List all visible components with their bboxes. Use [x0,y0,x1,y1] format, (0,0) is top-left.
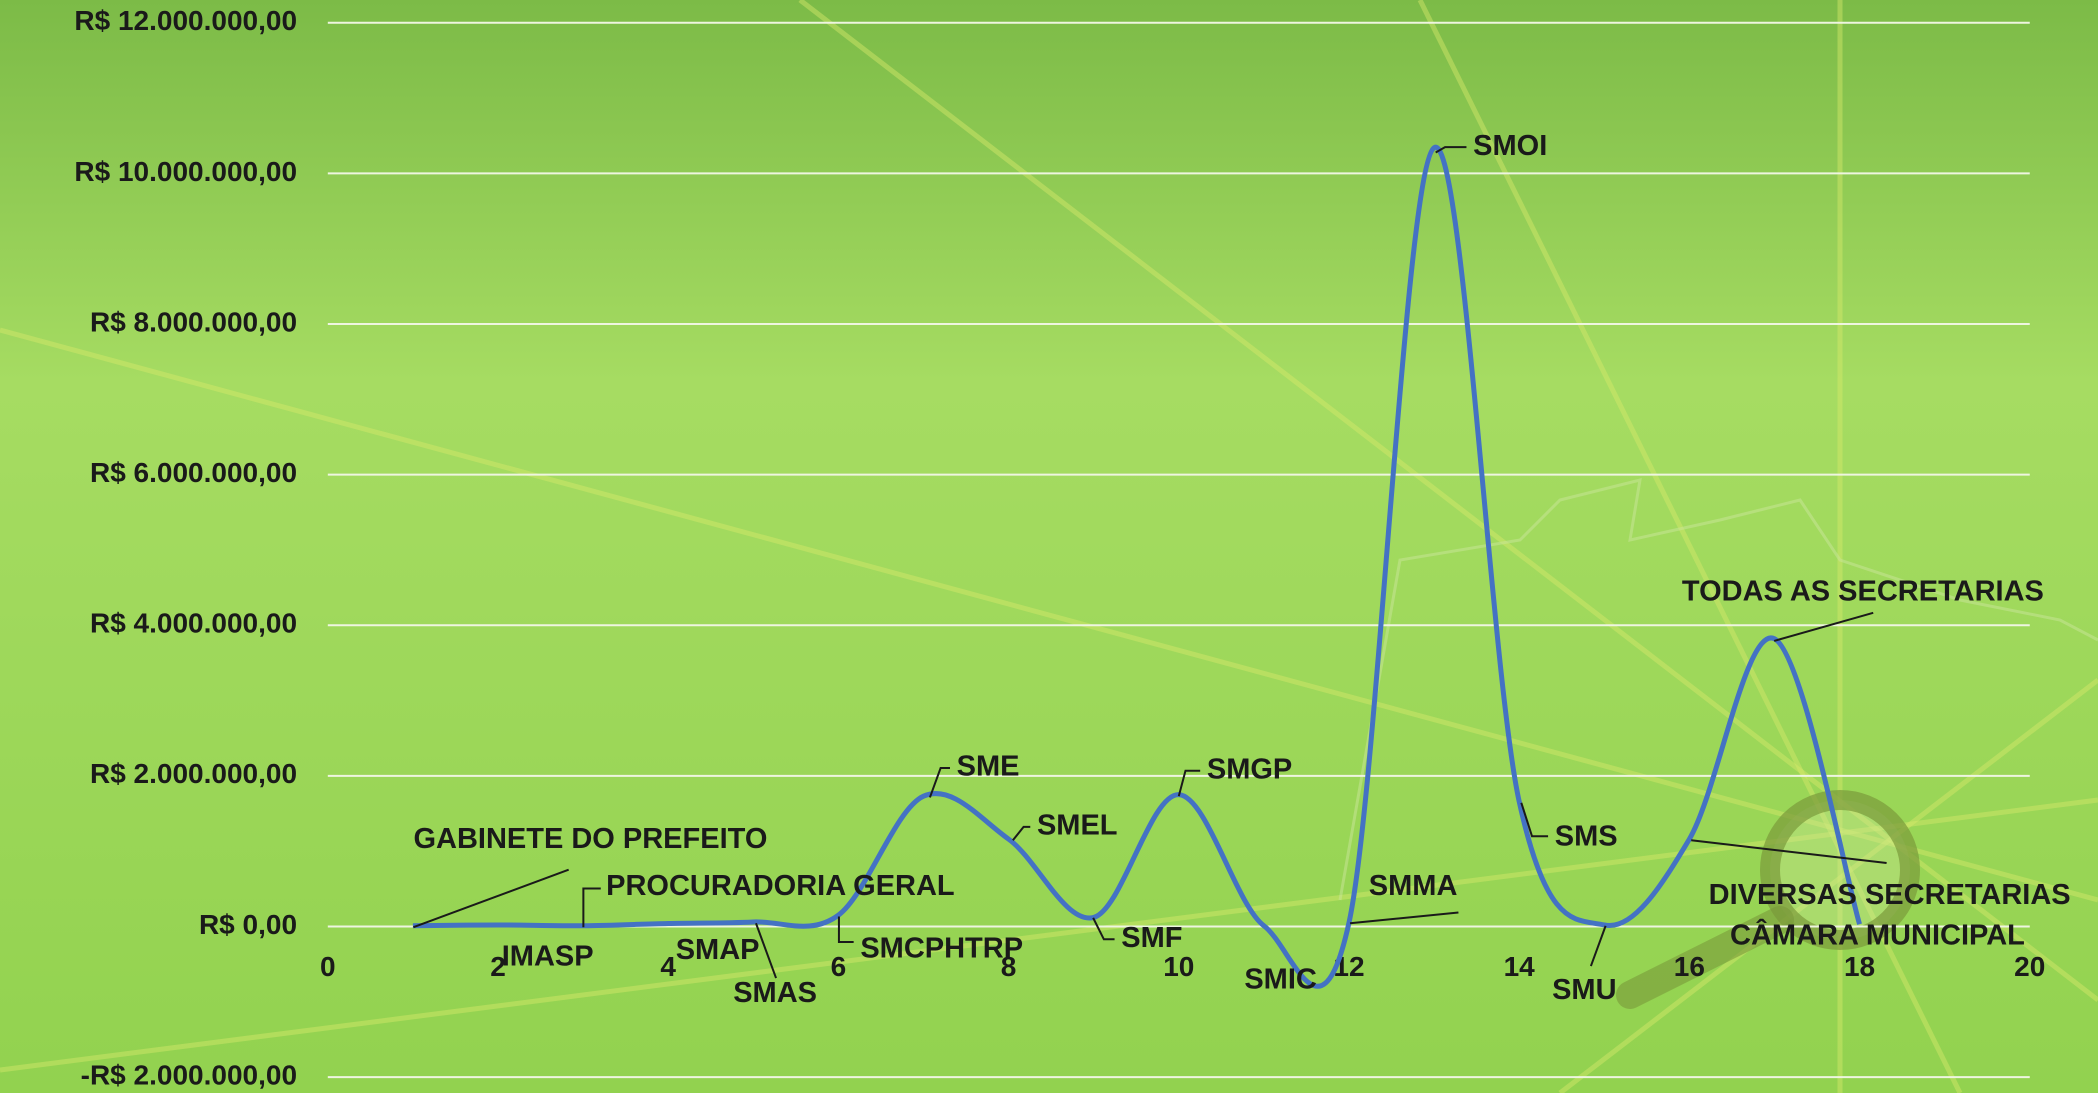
point-label: SMOI [1473,130,1547,162]
point-label: PROCURADORIA GERAL [606,870,955,902]
point-label: SMCPHTRP [860,933,1023,965]
y-tick-label: R$ 0,00 [199,909,297,940]
point-label: SMF [1121,922,1182,954]
point-labels: GABINETE DO PREFEITO IMASP PROCURADORIA GE… [413,130,2071,1009]
x-tick-label: 4 [660,951,676,982]
leader-line [1349,911,1459,925]
y-tick-label: R$ 12.000.000,00 [74,5,297,36]
x-tick-label: 0 [320,951,336,982]
point-label: SMEL [1037,810,1118,842]
point-label: SME [957,751,1020,783]
leader-line [755,922,777,979]
y-tick-label: -R$ 2.000.000,00 [81,1059,297,1090]
point-label: CÂMARA MUNICIPAL [1730,917,2025,951]
grid [327,21,2030,1079]
leader-line [1092,917,1115,941]
leader-line [413,868,570,929]
y-tick-label: R$ 6.000.000,00 [90,457,297,488]
leader-line [1177,769,1201,797]
point-label: GABINETE DO PREFEITO [413,823,767,855]
point-label: SMU [1552,974,1616,1006]
x-tick-label: 16 [1674,951,1705,982]
point-label: SMS [1555,820,1618,852]
y-tick-label: R$ 2.000.000,00 [90,758,297,789]
y-tick-label: R$ 4.000.000,00 [90,608,297,639]
leader-line [837,916,854,943]
point-label: TODAS AS SECRETARIAS [1682,575,2044,607]
magnifier [1616,790,1920,1009]
point-label: SMMA [1369,870,1458,902]
point-label: IMASP [502,941,594,973]
point-label: DIVERSAS SECRETARIAS [1709,879,2071,911]
x-tick-label: 6 [831,951,847,982]
leader-line [1435,146,1467,154]
leader-line [928,767,950,798]
leader-line [1589,925,1607,967]
x-tick-label: 2 [490,951,506,982]
x-tick-label: 8 [1001,951,1017,982]
x-tick-label: 14 [1504,951,1536,982]
ticks: -R$ 2.000.000,00 R$ 0,00 R$ 2.000.000,00 R$… [74,5,2045,1090]
point-label: SMIC [1244,963,1317,995]
x-tick-label: 10 [1163,951,1194,982]
series [412,145,1862,989]
point-label: SMGP [1207,753,1292,785]
leader-line [1773,611,1874,642]
y-tick-label: R$ 10.000.000,00 [74,156,297,187]
point-label: SMAP [676,934,760,966]
leader-line [582,887,601,928]
leader-line [1012,825,1031,841]
line [412,145,1862,989]
point-label: SMAS [733,977,817,1009]
y-tick-label: R$ 8.000.000,00 [90,306,297,337]
leader-line [1691,839,1887,865]
leader-line [1520,802,1549,838]
x-tick-label: 18 [1844,951,1875,982]
x-tick-label: 20 [2014,951,2045,982]
